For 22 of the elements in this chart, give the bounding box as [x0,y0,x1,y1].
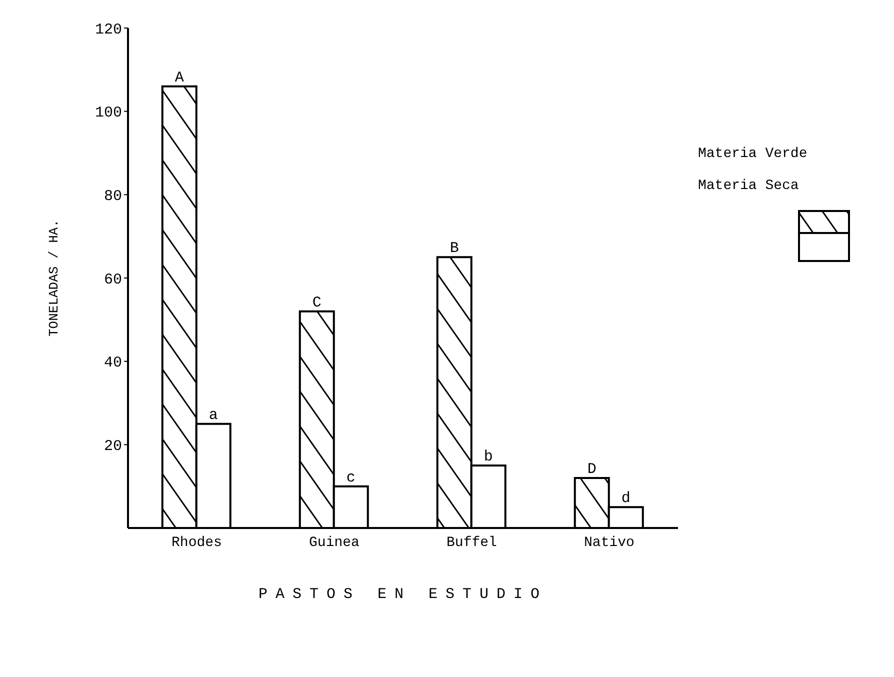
data-label: b [484,448,493,466]
y-axis-title: TONELADAS / HA. [46,219,62,337]
y-tick-label: 40 [104,354,122,372]
y-tick-label: 80 [104,188,122,205]
y-tick-label: 120 [94,21,122,38]
x-tick-label: Buffel [446,534,497,551]
data-label: c [346,469,356,486]
text: Materia Seca [698,177,800,196]
text: Materia Verde [698,145,808,164]
y-tick-label: 100 [94,104,122,122]
y-tick-label: 60 [104,271,122,288]
x-tick-label: Guinea [309,534,360,551]
x-tick-label: Nativo [584,534,634,551]
data-label: a [208,406,218,424]
data-label: A [174,69,184,86]
data-label: D [587,461,596,478]
y-tick-label: 20 [104,438,122,455]
data-label: d [621,490,630,508]
x-axis-title: PASTOS EN ESTUDIO [258,586,548,603]
data-label: C [312,294,322,312]
data-label: B [450,240,459,258]
x-tick-label: Rhodes [172,534,222,551]
